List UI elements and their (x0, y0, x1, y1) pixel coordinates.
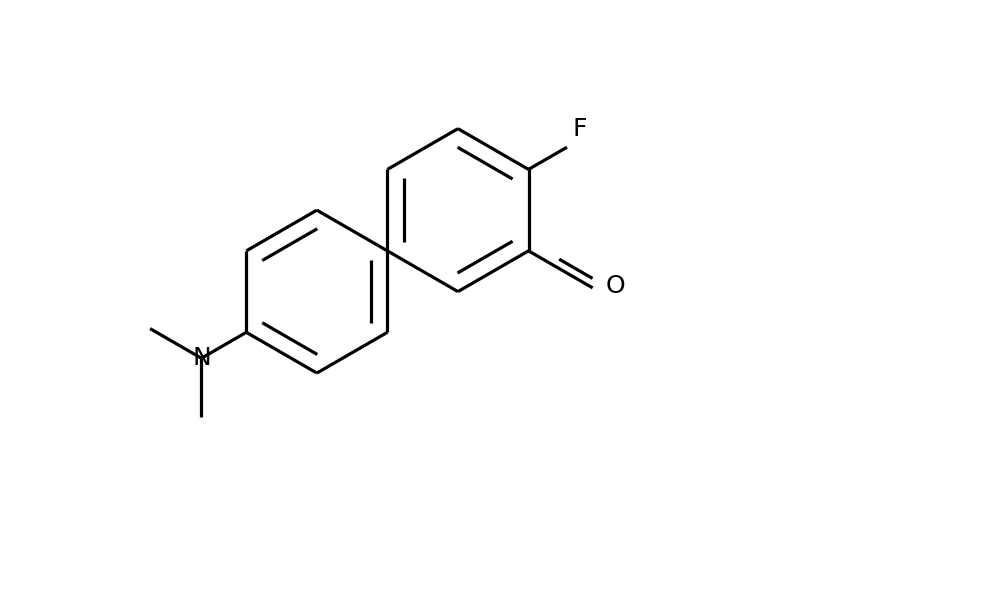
Text: N: N (192, 346, 211, 370)
Text: F: F (573, 117, 587, 141)
Text: O: O (606, 274, 625, 298)
